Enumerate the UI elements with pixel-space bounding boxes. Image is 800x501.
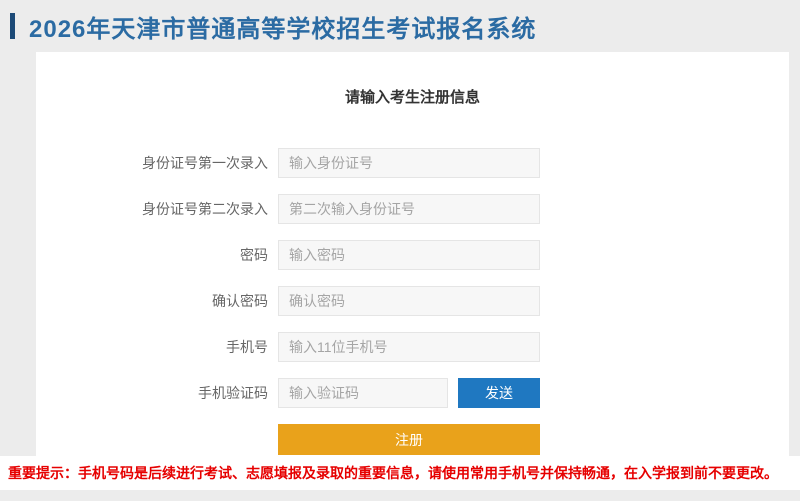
send-sms-button[interactable]: 发送: [458, 378, 540, 408]
form-row-register: 注册: [36, 424, 789, 455]
sms-code-input[interactable]: [278, 378, 448, 408]
registration-card: 请输入考生注册信息 身份证号第一次录入 身份证号第二次录入 密码 确认密码 手机…: [36, 52, 789, 456]
register-button[interactable]: 注册: [278, 424, 540, 455]
form-row-id-first: 身份证号第一次录入: [36, 148, 789, 178]
warning-bar: 重要提示：手机号码是后续进行考试、志愿填报及录取的重要信息，请使用常用手机号并保…: [0, 456, 800, 490]
title-accent-bar: [10, 13, 15, 39]
confirm-password-label: 确认密码: [212, 293, 268, 309]
confirm-password-input[interactable]: [278, 286, 540, 316]
sms-code-label: 手机验证码: [198, 385, 268, 401]
id-first-input[interactable]: [278, 148, 540, 178]
phone-label: 手机号: [226, 339, 268, 355]
password-label: 密码: [240, 247, 268, 263]
form-row-id-second: 身份证号第二次录入: [36, 194, 789, 224]
form-row-phone: 手机号: [36, 332, 789, 362]
form-heading: 请输入考生注册信息: [344, 89, 480, 106]
form-row-password: 密码: [36, 240, 789, 270]
page-title: 2026年天津市普通高等学校招生考试报名系统: [29, 15, 537, 43]
registration-form: 身份证号第一次录入 身份证号第二次录入 密码 确认密码 手机号 手机验证码: [36, 148, 789, 471]
phone-input[interactable]: [278, 332, 540, 362]
form-row-sms-code: 手机验证码 发送: [36, 378, 789, 408]
password-input[interactable]: [278, 240, 540, 270]
page-header: 2026年天津市普通高等学校招生考试报名系统: [0, 0, 800, 52]
warning-text: 重要提示：手机号码是后续进行考试、志愿填报及录取的重要信息，请使用常用手机号并保…: [8, 465, 778, 481]
id-first-label: 身份证号第一次录入: [142, 155, 268, 171]
id-second-input[interactable]: [278, 194, 540, 224]
form-row-confirm-password: 确认密码: [36, 286, 789, 316]
id-second-label: 身份证号第二次录入: [142, 201, 268, 217]
